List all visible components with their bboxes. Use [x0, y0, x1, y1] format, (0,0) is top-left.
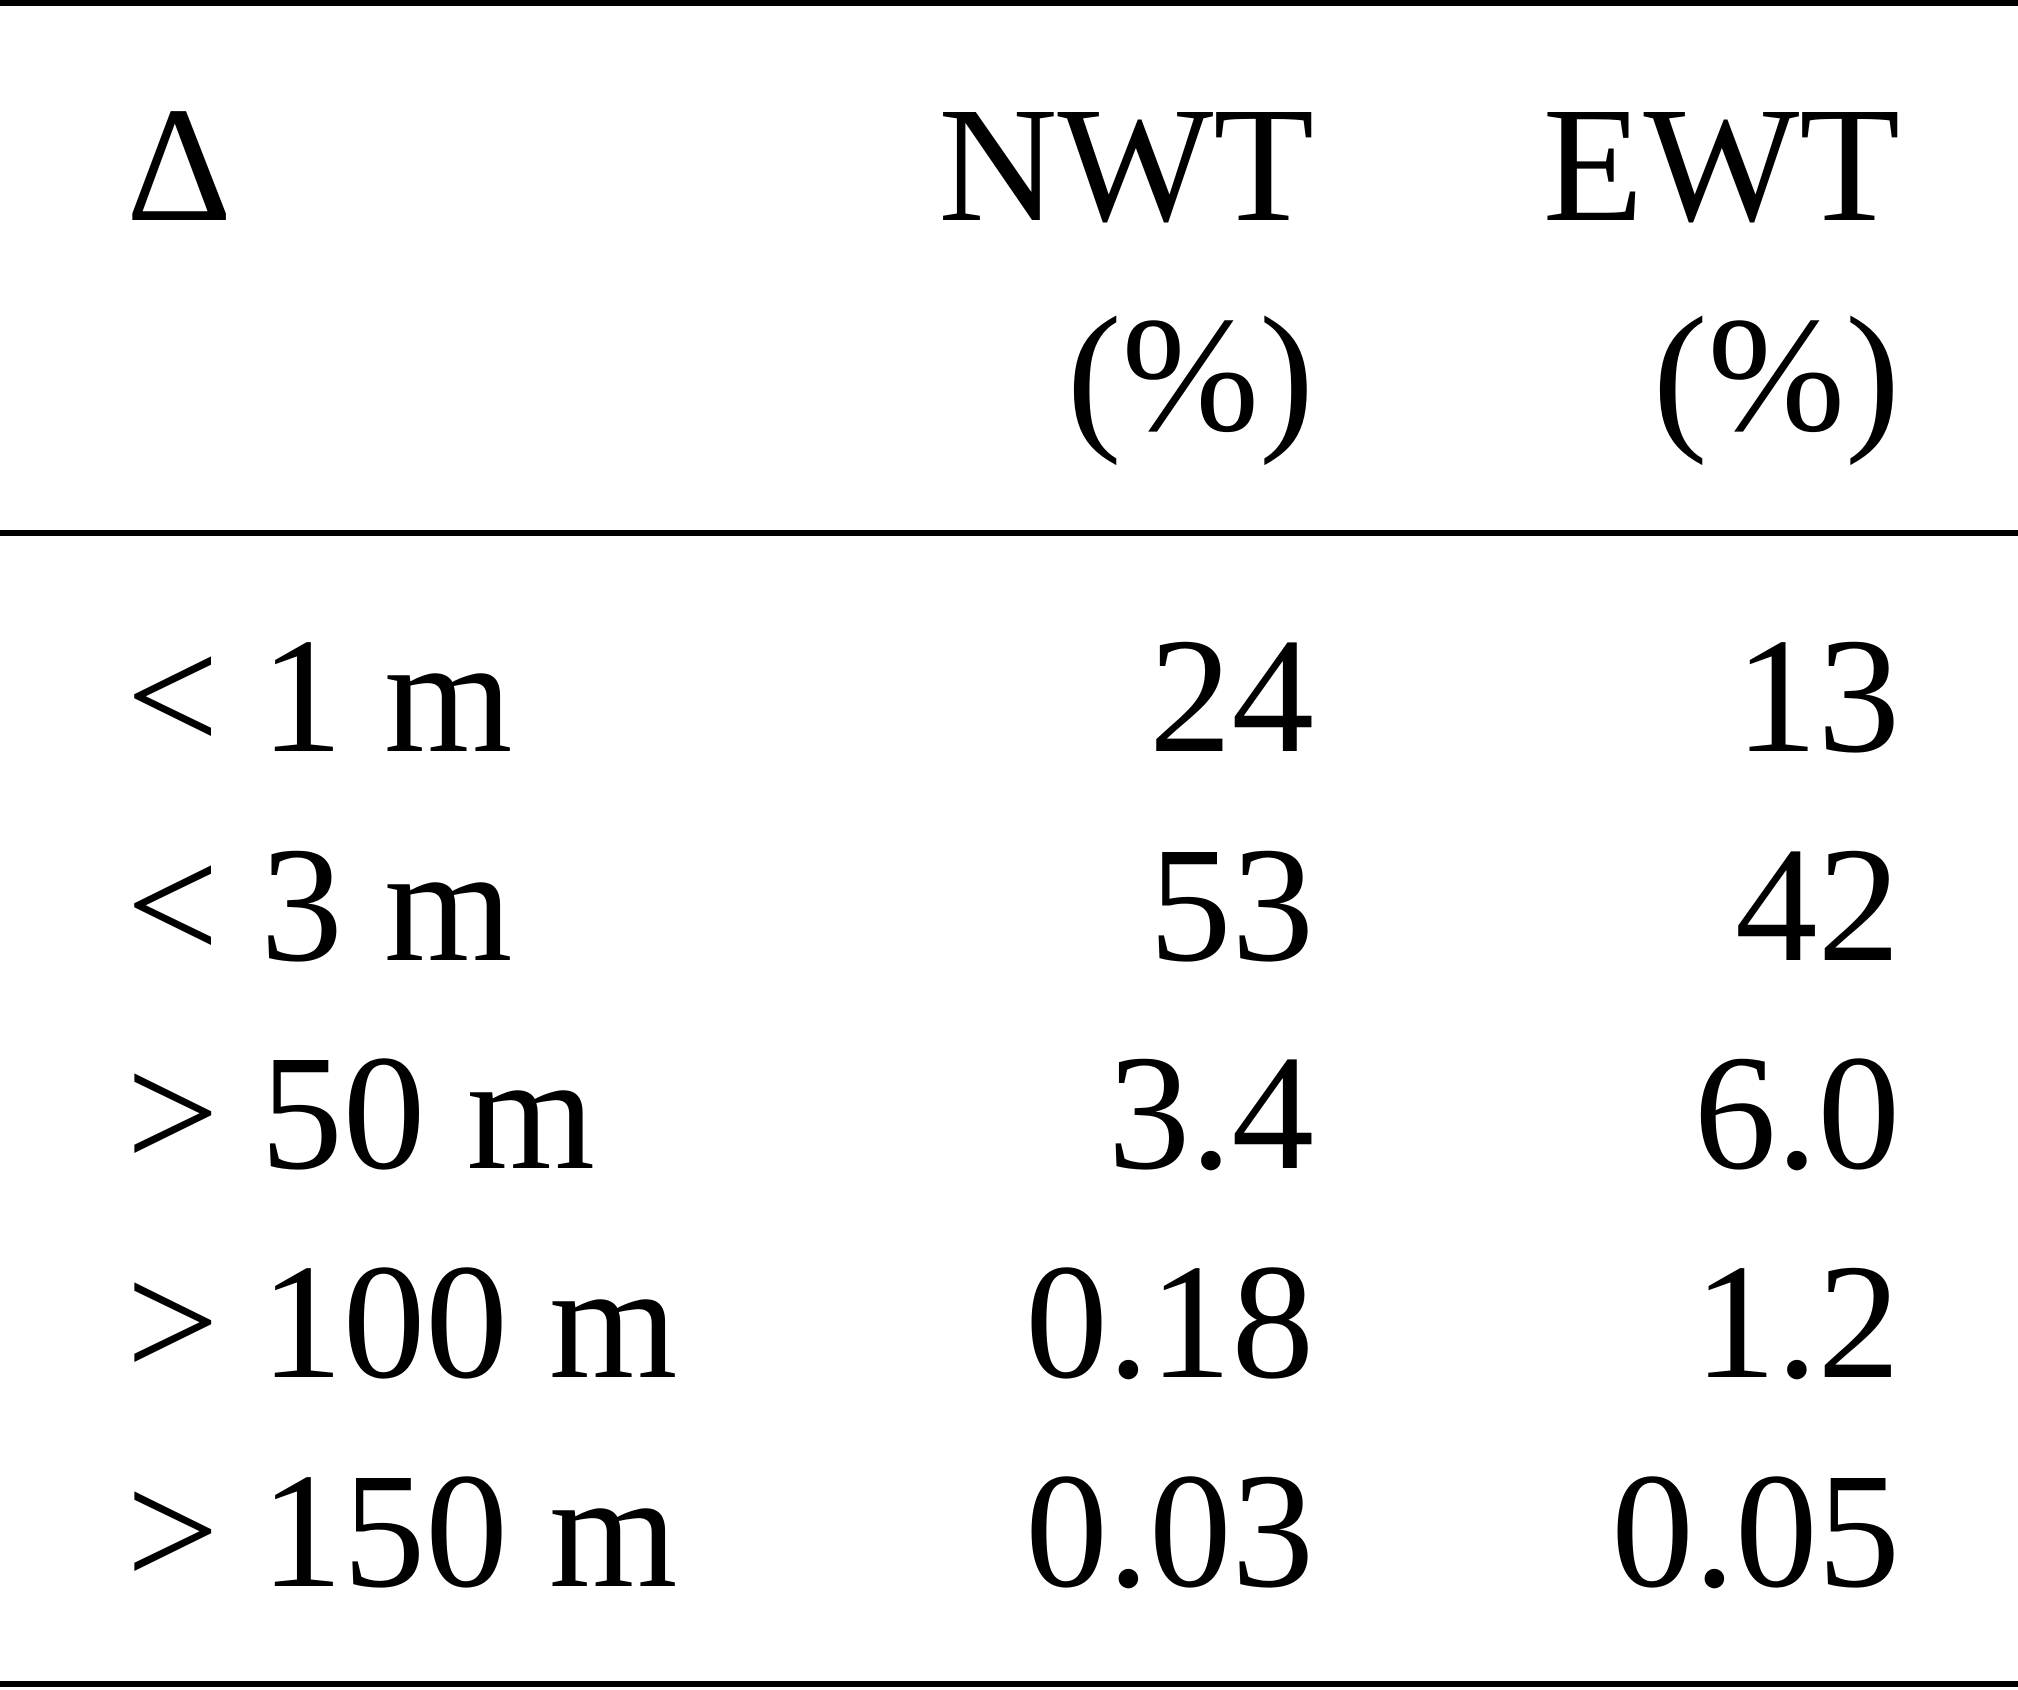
row-4-delta: > 100 m — [126, 1230, 678, 1413]
row-1-nwt: 24 — [1149, 604, 1314, 787]
header-rule — [0, 530, 2018, 536]
row-5-nwt: 0.03 — [1025, 1439, 1314, 1622]
row-5-ewt: 0.05 — [1611, 1439, 1900, 1622]
header-nwt: NWT — [938, 73, 1314, 256]
header-ewt-unit: (%) — [1652, 283, 1900, 466]
row-2-nwt: 53 — [1149, 813, 1314, 996]
header-ewt: EWT — [1542, 73, 1900, 256]
row-2-delta: < 3 m — [126, 813, 513, 996]
row-1-delta: < 1 m — [126, 604, 513, 787]
row-3-ewt: 6.0 — [1693, 1021, 1900, 1204]
top-rule — [0, 0, 2018, 6]
row-2-ewt: 42 — [1735, 813, 1900, 996]
row-4-ewt: 1.2 — [1693, 1230, 1900, 1413]
row-4-nwt: 0.18 — [1025, 1230, 1314, 1413]
row-5-delta: > 150 m — [126, 1439, 678, 1622]
row-3-delta: > 50 m — [126, 1021, 595, 1204]
bottom-rule — [0, 1681, 2018, 1687]
row-3-nwt: 3.4 — [1107, 1021, 1314, 1204]
header-nwt-unit: (%) — [1066, 283, 1314, 466]
header-delta: Δ — [126, 73, 233, 256]
row-1-ewt: 13 — [1735, 604, 1900, 787]
